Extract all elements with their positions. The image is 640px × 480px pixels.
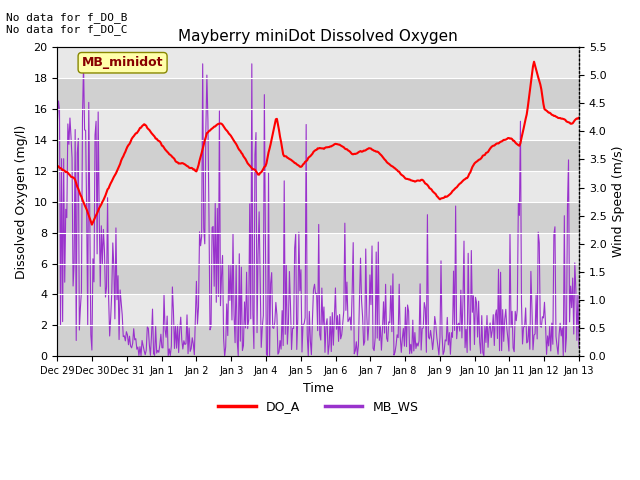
- Bar: [58, 171, 579, 202]
- Bar: [58, 294, 579, 325]
- Bar: [58, 202, 579, 233]
- X-axis label: Time: Time: [303, 382, 333, 395]
- Text: MB_minidot: MB_minidot: [82, 56, 163, 69]
- Y-axis label: Dissolved Oxygen (mg/l): Dissolved Oxygen (mg/l): [15, 124, 28, 279]
- Bar: [58, 109, 579, 140]
- Bar: [58, 47, 579, 78]
- Text: No data for f_DO_C: No data for f_DO_C: [6, 24, 128, 35]
- Title: Mayberry miniDot Dissolved Oxygen: Mayberry miniDot Dissolved Oxygen: [179, 29, 458, 44]
- Bar: [58, 140, 579, 171]
- Legend: DO_A, MB_WS: DO_A, MB_WS: [213, 395, 423, 418]
- Bar: [58, 325, 579, 356]
- Bar: [58, 233, 579, 264]
- Bar: [58, 78, 579, 109]
- Bar: [58, 264, 579, 294]
- Text: No data for f_DO_B: No data for f_DO_B: [6, 12, 128, 23]
- Y-axis label: Wind Speed (m/s): Wind Speed (m/s): [612, 146, 625, 257]
